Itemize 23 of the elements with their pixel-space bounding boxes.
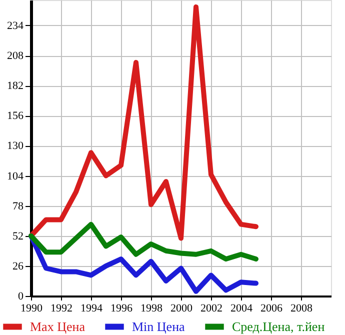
y-tick-label: 78 [12, 200, 24, 212]
y-tick-label: 208 [7, 50, 24, 62]
legend-label: Max Цена [30, 318, 86, 334]
x-tick-label: 2000 [170, 302, 193, 314]
x-tick-label: 2002 [200, 302, 222, 314]
y-tick-label: 130 [7, 140, 24, 152]
x-tick-label: 1990 [20, 302, 43, 314]
legend-label: Min Цена [132, 318, 186, 334]
x-tick-label: 2008 [290, 302, 313, 314]
y-tick-label: 104 [7, 170, 24, 182]
x-tick-label: 1992 [50, 302, 72, 314]
y-tick-label: 26 [12, 260, 24, 272]
y-tick-label: 182 [7, 80, 24, 92]
x-tick-label: 1998 [140, 302, 163, 314]
y-tick-label: 52 [12, 230, 24, 242]
x-tick-label: 1994 [80, 302, 103, 314]
y-tick-label: 0 [18, 290, 24, 302]
y-tick-label: 234 [7, 20, 24, 32]
legend-label: Сред.Цена, т.йен [232, 318, 325, 334]
x-tick-label: 1996 [110, 302, 133, 314]
x-tick-label: 2004 [230, 302, 253, 314]
y-tick-label: 156 [7, 110, 24, 122]
x-tick-label: 2006 [260, 302, 283, 314]
